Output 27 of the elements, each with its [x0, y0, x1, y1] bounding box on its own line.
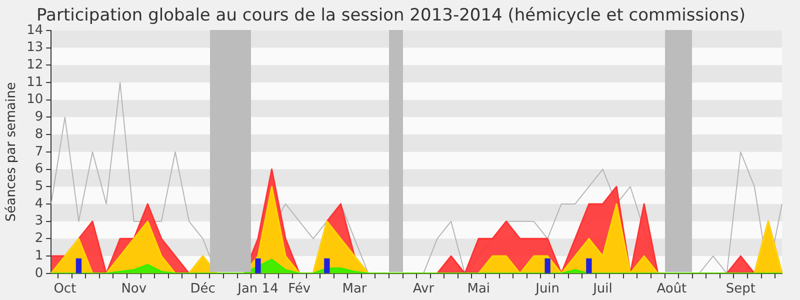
y-axis-title: Séances par semaine: [4, 82, 20, 222]
x-tick-label: Mar: [342, 282, 368, 297]
x-tick-label: Nov: [121, 282, 147, 297]
y-tick-label: 3: [34, 214, 44, 229]
y-tick-label: 9: [34, 110, 44, 125]
x-tick-label: Sept: [726, 282, 756, 297]
y-tick-label: 5: [34, 178, 44, 194]
x-tick-label: Juil: [592, 282, 612, 297]
y-tick-label: 7: [34, 144, 44, 160]
y-tick-label: 10: [26, 92, 44, 108]
y-tick-label: 0: [34, 266, 44, 281]
y-tick-label: 12: [26, 57, 44, 72]
x-tick-label: Mai: [467, 282, 490, 297]
y-tick-label: 11: [26, 74, 44, 90]
x-tick-label: Avr: [412, 282, 435, 297]
y-tick-label: 2: [34, 231, 44, 246]
y-tick-label: 8: [34, 126, 44, 142]
x-tick-label: Jan 14: [236, 282, 278, 297]
x-tick-label: Fév: [288, 282, 311, 297]
y-tick-label: 13: [26, 40, 44, 56]
y-tick-label: 1: [34, 248, 44, 264]
x-tick-label: Août: [656, 282, 687, 297]
y-tick-label: 6: [34, 162, 44, 177]
x-tick-label: Déc: [190, 282, 216, 297]
x-tick-label: Juin: [534, 282, 560, 297]
x-tick-label: Oct: [54, 282, 76, 297]
y-tick-label: 4: [34, 196, 44, 212]
